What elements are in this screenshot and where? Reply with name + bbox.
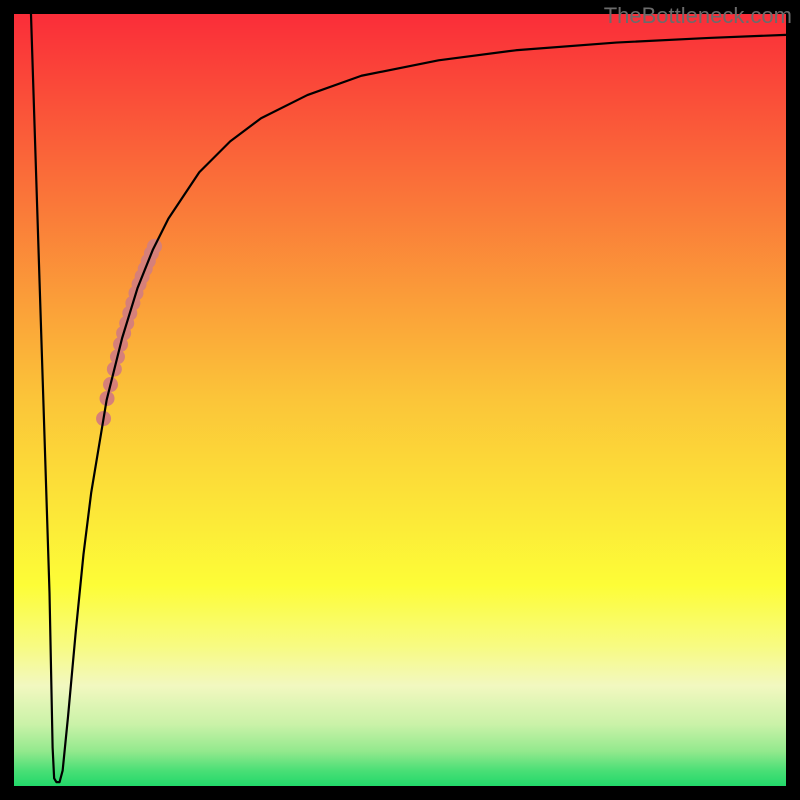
bottleneck-chart: TheBottleneck.com [0, 0, 800, 800]
plot-background [14, 14, 786, 786]
watermark-text: TheBottleneck.com [604, 3, 792, 28]
chart-container: TheBottleneck.com [0, 0, 800, 800]
